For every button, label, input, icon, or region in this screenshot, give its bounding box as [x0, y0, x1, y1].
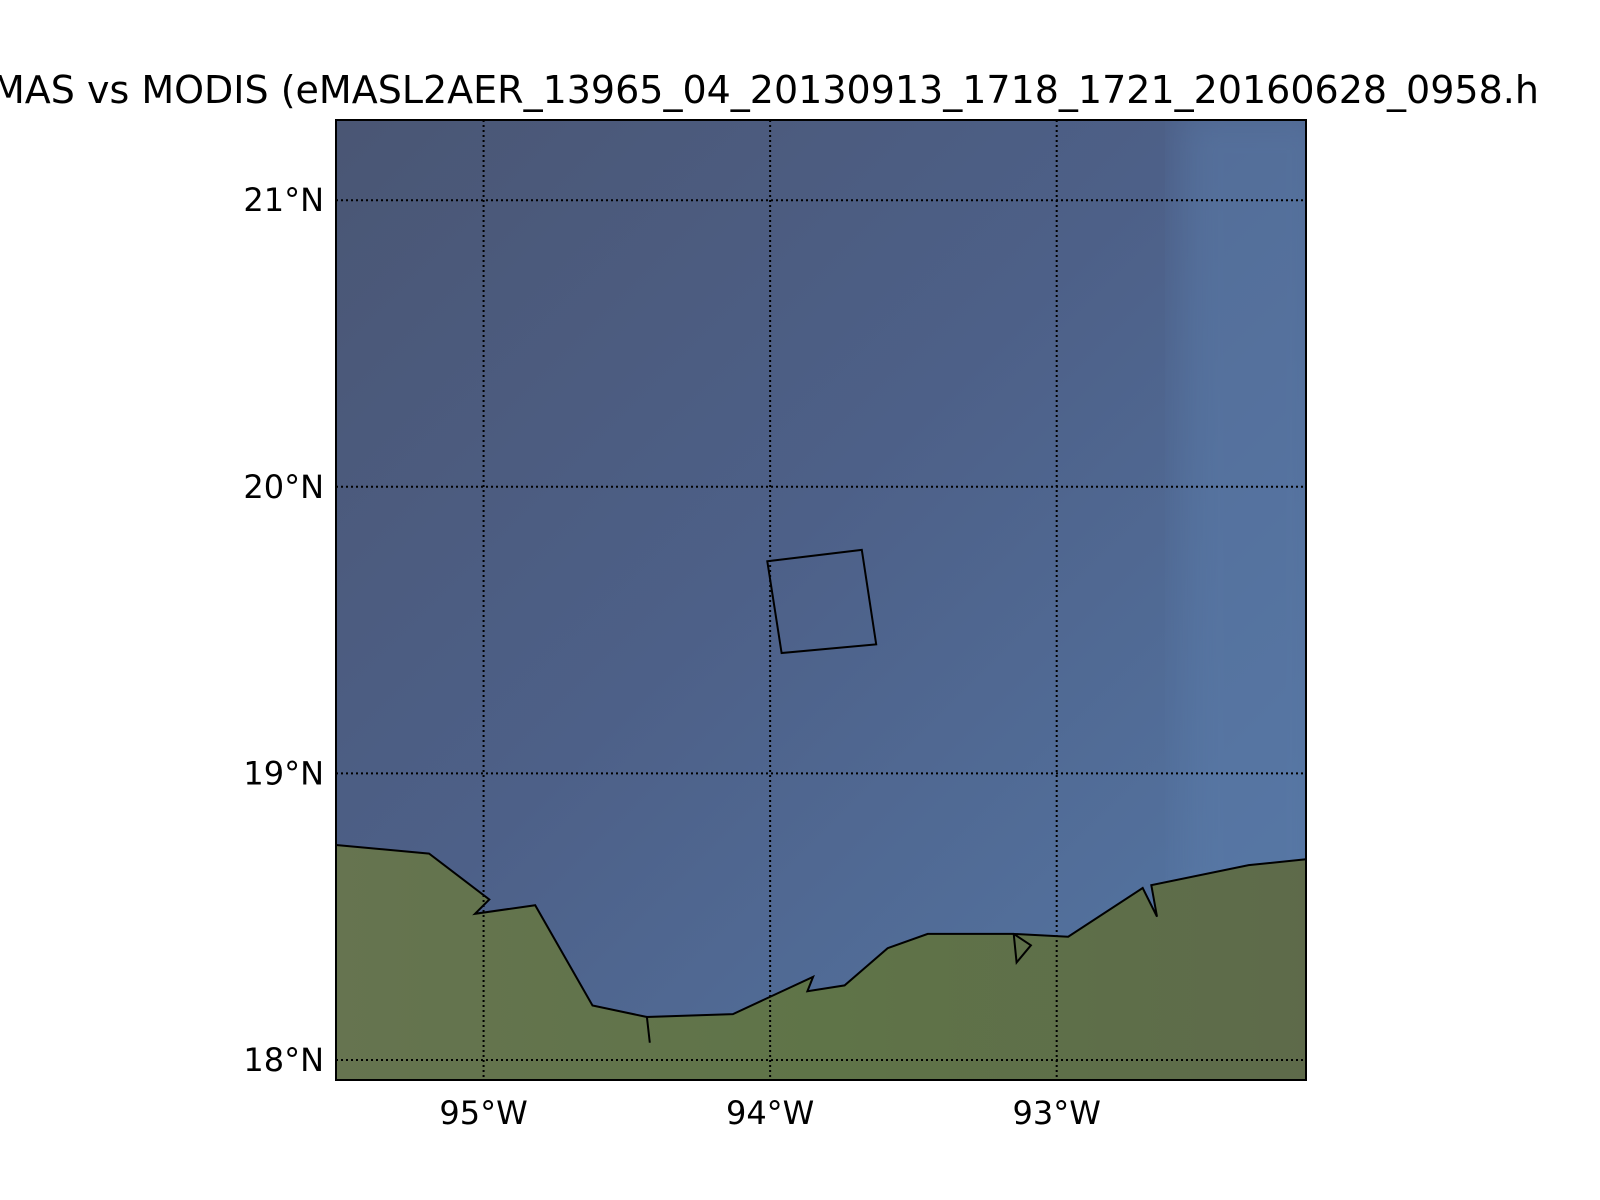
- coastline-path: [335, 844, 1307, 1043]
- graticule: [336, 120, 1306, 1080]
- latitude-label: 18°N: [243, 1041, 324, 1079]
- longitude-label: 93°W: [1013, 1094, 1101, 1132]
- longitude-label: 94°W: [726, 1094, 814, 1132]
- sea-light-band: [1180, 120, 1306, 910]
- latitude-label: 19°N: [243, 754, 324, 792]
- longitude-label: 95°W: [439, 1094, 527, 1132]
- map-frame: [335, 119, 1307, 1081]
- footprint-box: [766, 548, 878, 655]
- map-title-text: MAS vs MODIS (eMASL2AER_13965_04_2013091…: [0, 68, 1539, 112]
- longitude-labels: 95°W 94°W 93°W: [439, 1094, 1100, 1132]
- latitude-label: 21°N: [243, 181, 324, 219]
- coastline: [335, 844, 1307, 1043]
- latitude-labels: 21°N 20°N 19°N 18°N: [243, 181, 324, 1079]
- latitude-label: 20°N: [243, 468, 324, 506]
- flight-footprint: [766, 548, 878, 655]
- land-area: [336, 845, 1306, 1080]
